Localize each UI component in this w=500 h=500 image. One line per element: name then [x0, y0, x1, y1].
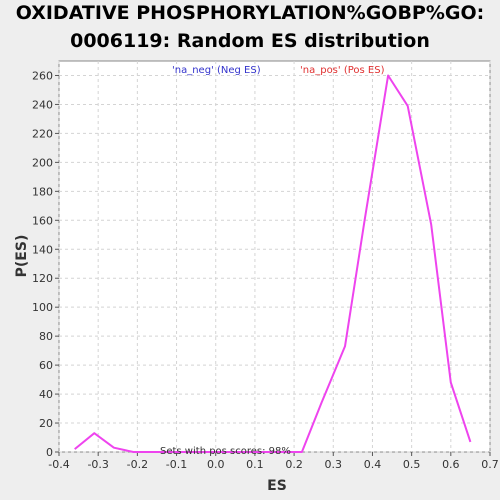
y-tick-label: 140: [32, 243, 53, 256]
legend-entry-neg: 'na_neg' (Neg ES): [172, 65, 261, 76]
x-tick-label: -0.2: [127, 458, 148, 471]
y-axis-ticks: 0 20 40 60 80 100 120 140 160 180 200 220 240 260: [32, 69, 59, 459]
chart-title-line-1: OXIDATIVE PHOSPHORYLATION%GOBP%GO:: [15, 2, 485, 24]
x-tick-label: 0.4: [364, 458, 382, 471]
x-tick-label: 0.7: [481, 458, 499, 471]
x-tick-label: 0.2: [285, 458, 303, 471]
x-tick-label: 0.1: [246, 458, 264, 471]
y-tick-label: 160: [32, 214, 53, 227]
y-axis-label: P(ES): [14, 235, 30, 278]
y-tick-label: 220: [32, 127, 53, 140]
y-tick-label: 200: [32, 156, 53, 169]
x-tick-label: 0.5: [403, 458, 421, 471]
y-tick-label: 120: [32, 272, 53, 285]
x-axis-ticks: -0.4 -0.3 -0.2 -0.1 0.0 0.1 0.2 0.3 0.4 0.5 0.6 0.7: [48, 452, 499, 471]
x-axis-label: ES: [267, 478, 287, 494]
legend-entry-pos: 'na_pos' (Pos ES): [300, 65, 385, 76]
x-tick-label: 0.3: [325, 458, 343, 471]
x-tick-label: -0.1: [166, 458, 187, 471]
y-tick-label: 40: [39, 388, 53, 401]
y-tick-label: 100: [32, 301, 53, 314]
y-tick-label: 260: [32, 69, 53, 82]
series-line-0: [74, 74, 472, 453]
x-tick-label: 0.6: [442, 458, 460, 471]
chart-title-line-2: 0006119: Random ES distribution: [70, 30, 430, 52]
y-tick-label: 0: [46, 446, 53, 459]
x-tick-label: 0.0: [207, 458, 225, 471]
y-tick-label: 80: [39, 330, 53, 343]
y-tick-label: 60: [39, 359, 53, 372]
series-layer: [74, 74, 472, 453]
plot-area: [58, 60, 491, 453]
y-tick-label: 20: [39, 417, 53, 430]
annotation-pos-scores: Sets with pos scores: 98%: [160, 446, 291, 457]
x-tick-label: -0.3: [87, 458, 108, 471]
y-tick-label: 180: [32, 185, 53, 198]
y-tick-label: 240: [32, 98, 53, 111]
grid: [58, 61, 491, 453]
x-tick-label: -0.4: [48, 458, 69, 471]
